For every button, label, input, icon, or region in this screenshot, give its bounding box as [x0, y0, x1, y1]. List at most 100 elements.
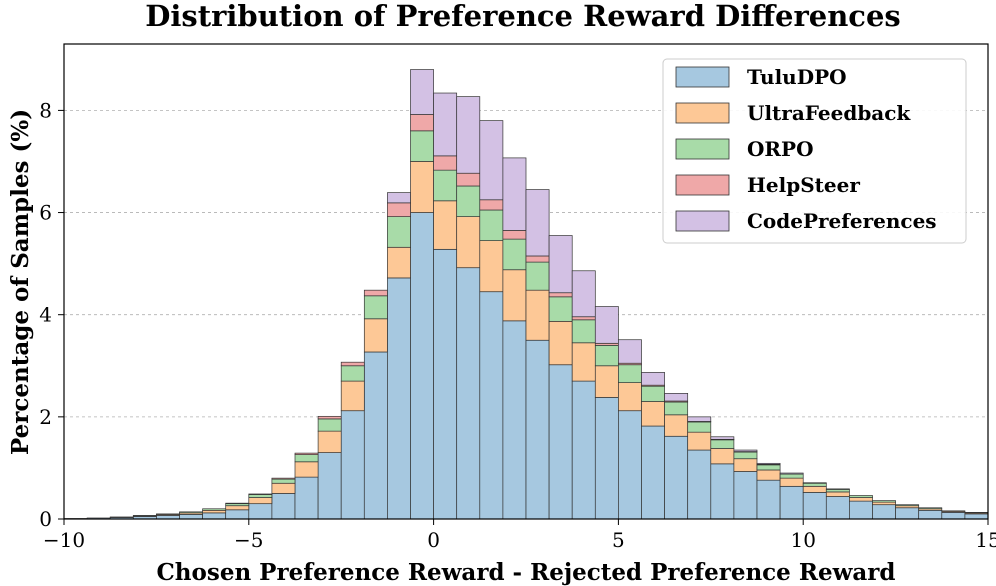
bar-ORPO-3 — [132, 515, 157, 517]
bar-HelpSteer-10 — [294, 452, 319, 455]
bar-UltraFeedback-14 — [387, 246, 411, 279]
bar-CodePreferences-19 — [502, 157, 527, 231]
bar-HelpSteer-7 — [225, 502, 250, 505]
bar-TuluDPO-21 — [548, 364, 573, 520]
bar-HelpSteer-14 — [387, 202, 411, 217]
bar-TuluDPO-6 — [202, 512, 227, 520]
bar-UltraFeedback-32 — [802, 485, 827, 493]
bar-ORPO-34 — [849, 495, 873, 498]
bar-CodePreferences-32 — [802, 482, 827, 484]
bar-CodePreferences-27 — [687, 416, 712, 422]
bar-CodePreferences-23 — [594, 306, 619, 344]
bar-CodePreferences-29 — [733, 449, 758, 452]
bar-TuluDPO-7 — [225, 509, 250, 520]
x-tick-label-1: −5 — [234, 528, 263, 552]
bar-TuluDPO-14 — [387, 277, 411, 520]
y-tick-label-2: 4 — [39, 303, 52, 327]
bar-TuluDPO-37 — [918, 509, 943, 520]
bar-ORPO-5 — [179, 511, 203, 514]
legend-label-CodePreferences: CodePreferences — [747, 209, 937, 233]
bar-TuluDPO-34 — [849, 500, 873, 520]
bar-ORPO-30 — [756, 464, 781, 471]
bar-TuluDPO-30 — [756, 479, 781, 520]
bar-ORPO-38 — [941, 510, 966, 512]
bar-ORPO-21 — [548, 296, 573, 322]
bar-CodePreferences-25 — [641, 372, 665, 386]
bar-CodePreferences-24 — [618, 339, 642, 364]
x-tick-label-0: −10 — [43, 528, 85, 552]
legend-swatch-TuluDPO — [675, 66, 730, 88]
bar-UltraFeedback-9 — [271, 482, 296, 494]
bar-ORPO-37 — [918, 507, 943, 510]
bar-TuluDPO-8 — [248, 503, 273, 520]
bar-HelpSteer-12 — [340, 361, 365, 367]
bar-TuluDPO-9 — [271, 493, 296, 520]
bar-TuluDPO-25 — [641, 425, 665, 520]
bar-ORPO-32 — [802, 482, 827, 487]
bar-TuluDPO-33 — [825, 496, 850, 520]
bar-CodePreferences-31 — [779, 472, 804, 475]
bar-HelpSteer-16 — [433, 155, 458, 171]
series-CodePreferences — [387, 69, 850, 490]
bar-UltraFeedback-6 — [202, 509, 227, 514]
bar-HelpSteer-9 — [271, 477, 296, 480]
bar-ORPO-39 — [964, 512, 989, 514]
bar-ORPO-22 — [571, 319, 596, 344]
y-axis-ticks: 0 2 4 6 8 — [39, 98, 64, 531]
bar-TuluDPO-32 — [802, 492, 827, 520]
bar-ORPO-17 — [456, 185, 481, 217]
legend-label-UltraFeedback: UltraFeedback — [747, 101, 911, 125]
bar-ORPO-13 — [363, 295, 388, 320]
bar-HelpSteer-19 — [502, 230, 527, 240]
bar-ORPO-15 — [410, 130, 434, 162]
bar-HelpSteer-13 — [363, 289, 388, 297]
bar-TuluDPO-10 — [294, 476, 319, 520]
legend-swatch-UltraFeedback — [675, 102, 730, 124]
bar-TuluDPO-27 — [687, 449, 712, 520]
bar-ORPO-36 — [895, 504, 920, 507]
bar-HelpSteer-18 — [479, 199, 504, 211]
bar-CodePreferences-21 — [548, 235, 573, 294]
plot-frame — [63, 43, 989, 520]
bar-TuluDPO-38 — [941, 512, 966, 520]
bar-TuluDPO-5 — [179, 514, 203, 520]
bar-ORPO-28 — [710, 439, 735, 449]
bar-ORPO-27 — [687, 421, 712, 433]
bar-ORPO-16 — [433, 169, 458, 202]
x-tick-label-2: 0 — [427, 528, 440, 552]
bar-ORPO-35 — [872, 500, 896, 503]
bar-CodePreferences-20 — [525, 189, 550, 257]
bar-ORPO-18 — [479, 209, 504, 241]
bar-UltraFeedback-18 — [479, 240, 504, 293]
bar-TuluDPO-17 — [456, 267, 481, 520]
bar-UltraFeedback-30 — [756, 469, 781, 481]
chart-title: Distribution of Preference Reward Differ… — [145, 0, 901, 33]
bar-CodePreferences-26 — [664, 393, 689, 402]
y-tick-label-1: 2 — [39, 405, 52, 429]
bar-TuluDPO-28 — [710, 463, 735, 520]
bar-UltraFeedback-11 — [317, 430, 342, 453]
bar-TuluDPO-26 — [664, 435, 689, 520]
bar-TuluDPO-36 — [895, 507, 920, 520]
bar-UltraFeedback-20 — [525, 289, 550, 341]
bar-UltraFeedback-22 — [571, 342, 596, 382]
legend: TuluDPO UltraFeedback ORPO HelpSteer CodePre… — [662, 58, 967, 244]
bar-ORPO-24 — [618, 364, 642, 383]
bar-ORPO-4 — [156, 513, 180, 515]
x-tick-label-5: 15 — [975, 528, 996, 552]
bar-UltraFeedback-25 — [641, 401, 665, 427]
bar-TuluDPO-20 — [525, 339, 550, 520]
bar-ORPO-19 — [502, 238, 527, 271]
series-UltraFeedback — [109, 161, 989, 518]
bar-TuluDPO-23 — [594, 397, 619, 520]
bar-ORPO-6 — [202, 508, 227, 511]
bar-HelpSteer-11 — [317, 415, 342, 420]
bar-UltraFeedback-24 — [618, 382, 642, 412]
bar-HelpSteer-22 — [571, 316, 596, 321]
bar-UltraFeedback-19 — [502, 269, 527, 322]
y-tick-label-3: 6 — [39, 201, 52, 225]
bars — [63, 69, 989, 520]
x-axis-label: Chosen Preference Reward - Rejected Pref… — [157, 559, 896, 586]
bar-TuluDPO-39 — [964, 513, 989, 520]
bar-UltraFeedback-8 — [248, 497, 273, 505]
